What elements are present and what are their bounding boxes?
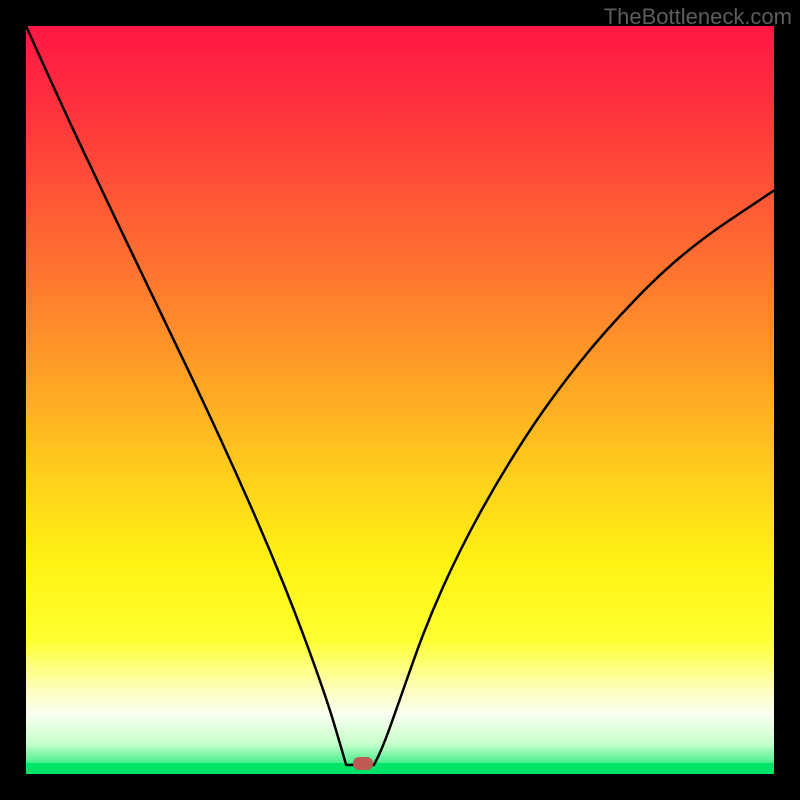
bottleneck-curve-path <box>26 26 774 765</box>
chart-root: TheBottleneck.com <box>0 0 800 800</box>
watermark-text: TheBottleneck.com <box>604 4 792 30</box>
bottleneck-curve <box>26 26 774 774</box>
plot-area <box>26 26 774 774</box>
current-configuration-marker <box>353 757 373 770</box>
